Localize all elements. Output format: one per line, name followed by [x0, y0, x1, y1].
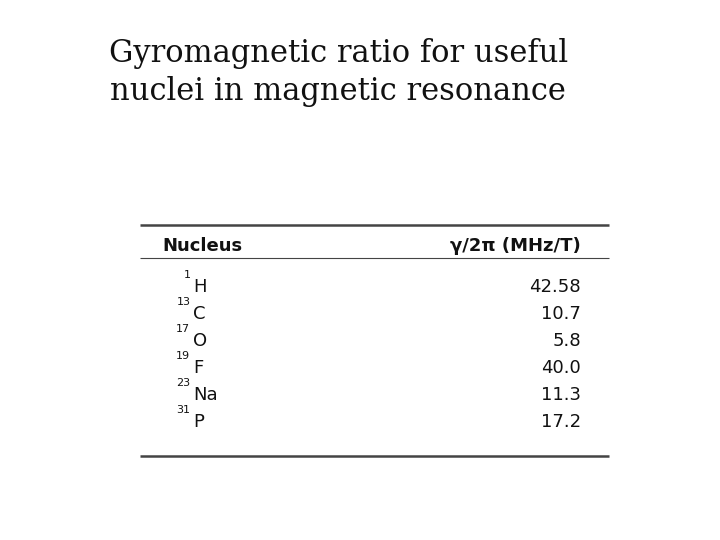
Text: Nucleus: Nucleus — [163, 237, 243, 255]
Text: 40.0: 40.0 — [541, 359, 581, 377]
Text: 42.58: 42.58 — [529, 278, 581, 296]
Text: P: P — [193, 414, 204, 431]
Text: 17.2: 17.2 — [541, 414, 581, 431]
Text: 23: 23 — [176, 378, 190, 388]
Text: 19: 19 — [176, 351, 190, 361]
Text: H: H — [193, 278, 207, 296]
Text: 1: 1 — [184, 270, 190, 280]
Text: 17: 17 — [176, 324, 190, 334]
Text: 10.7: 10.7 — [541, 305, 581, 323]
Text: Na: Na — [193, 386, 218, 404]
Text: 31: 31 — [176, 405, 190, 415]
Text: Gyromagnetic ratio for useful
nuclei in magnetic resonance: Gyromagnetic ratio for useful nuclei in … — [109, 38, 568, 107]
Text: O: O — [193, 332, 207, 350]
Text: 5.8: 5.8 — [552, 332, 581, 350]
Text: C: C — [193, 305, 206, 323]
Text: 13: 13 — [176, 297, 190, 307]
Text: γ/2π (MHz/T): γ/2π (MHz/T) — [450, 237, 581, 255]
Text: 11.3: 11.3 — [541, 386, 581, 404]
Text: F: F — [193, 359, 204, 377]
